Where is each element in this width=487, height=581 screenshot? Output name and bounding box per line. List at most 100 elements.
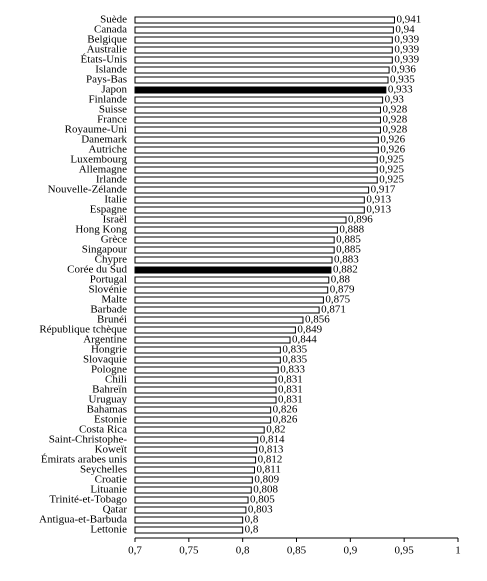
value-label: 0,888 [339,224,364,236]
bar [134,396,277,404]
y-tick-label: France [97,114,127,126]
y-tick-label: Pays-Bas [86,74,127,86]
value-label: 0,831 [278,374,303,386]
bar [134,166,378,174]
y-tick-label: Israël [103,214,127,226]
value-label: 0,917 [371,184,396,196]
bar [134,246,335,254]
value-label: 0,939 [394,34,419,46]
bar [134,276,330,284]
bar [134,116,381,124]
bar [134,16,395,24]
bar [134,306,320,314]
y-tick-label: Slovénie [89,284,128,296]
x-tick-label: 0,75 [179,545,199,557]
value-label: 0,844 [292,334,317,346]
value-label: 0,913 [366,194,391,206]
value-label: 0,833 [280,364,305,376]
x-tick-label: 0,85 [287,545,307,557]
x-tick-label: 0,9 [343,545,357,557]
value-label: 0,885 [336,234,361,246]
bar [134,456,257,464]
y-tick-label: Suède [100,14,127,26]
value-label: 0,814 [260,434,285,446]
y-tick-label: Danemark [81,134,127,146]
y-tick-label: Slovaquie [83,354,127,366]
value-label: 0,939 [394,44,419,56]
bar [134,216,347,224]
y-tick-label: Croatie [95,474,127,486]
bar [134,256,333,264]
value-label: 0,803 [248,504,273,516]
bar [134,206,365,214]
bar [134,266,332,274]
value-label: 0,928 [382,104,407,116]
bar [134,506,247,514]
x-tick-label: 0,8 [236,545,250,557]
y-tick-label: Portugal [90,274,127,286]
value-label: 0,812 [258,454,283,466]
value-label: 0,805 [250,494,275,506]
value-label: 0,928 [382,114,407,126]
bar [134,476,253,484]
bar [134,346,281,354]
y-tick-label: Grèce [101,234,127,246]
value-label: 0,926 [380,144,405,156]
bar [134,386,277,394]
bar [134,516,244,524]
bar [134,76,389,84]
bar [134,316,304,324]
value-label: 0,935 [390,74,415,86]
y-tick-label: Argentine [83,334,127,346]
y-tick-label: Islande [95,64,127,76]
y-tick-label: Bahamas [87,404,127,416]
value-label: 0,928 [382,124,407,136]
bar [134,146,379,154]
bar [134,426,265,434]
y-tick-label: Costa Rica [79,424,127,436]
value-label: 0,826 [273,414,298,426]
y-tick-label: Canada [94,24,127,36]
x-tick-label: 0,95 [395,545,415,557]
bar [134,326,296,334]
value-label: 0,826 [273,404,298,416]
y-tick-label: République tchèque [39,324,127,336]
value-label: 0,849 [297,324,322,336]
y-tick-label: Chypre [95,254,128,266]
bar [134,296,324,304]
y-tick-label: Émirats arabes unis [41,454,127,466]
bar [134,416,272,424]
value-label: 0,835 [282,344,307,356]
y-tick-label: Barbade [90,304,127,316]
y-tick-label: États-Unis [81,54,127,66]
value-label: 0,813 [259,444,284,456]
y-tick-label: Suisse [99,104,127,116]
bar [134,96,384,104]
bar [134,186,370,194]
y-tick-label: Luxembourg [70,154,127,166]
y-tick-label: Royaume-Uni [65,124,127,136]
bar [134,136,379,144]
value-label: 0,8 [245,524,259,536]
bar [134,26,394,34]
value-label: 0,831 [278,394,303,406]
value-label: 0,926 [380,134,405,146]
bar [134,486,252,494]
bar [134,86,387,94]
value-label: 0,94 [395,24,415,36]
value-label: 0,925 [379,174,404,186]
x-tick-label: 1 [455,545,461,557]
y-tick-label: Corée du Sud [67,264,127,276]
bar [134,36,393,44]
y-tick-label: Bahreïn [92,384,127,396]
value-label: 0,809 [254,474,279,486]
bar [134,496,249,504]
y-tick-label: Pologne [91,364,127,376]
value-label: 0,896 [348,214,373,226]
value-label: 0,871 [321,304,346,316]
bar [134,356,281,364]
value-label: 0,879 [330,284,355,296]
y-tick-label: Autriche [89,144,128,156]
value-label: 0,856 [305,314,330,326]
